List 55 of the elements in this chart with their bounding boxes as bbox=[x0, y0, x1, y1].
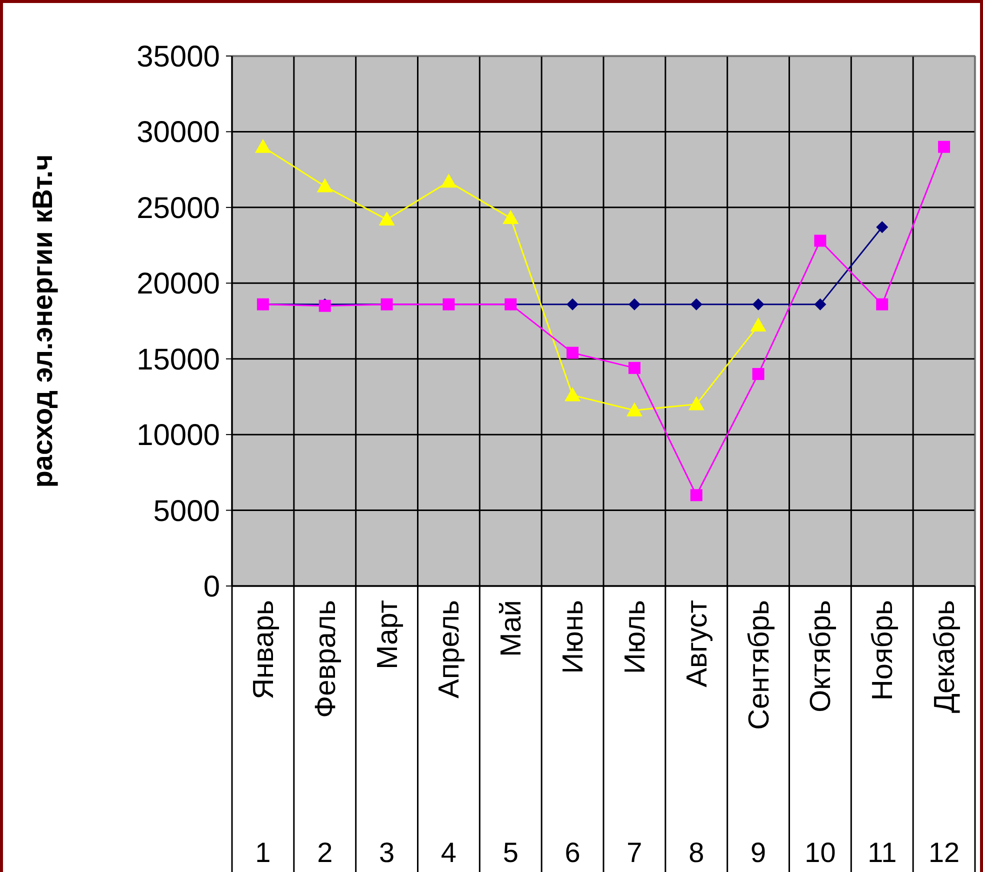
point bbox=[316, 178, 333, 192]
y-tick-label: 25000 bbox=[136, 192, 220, 225]
point bbox=[566, 346, 579, 359]
y-tick-label: 10000 bbox=[136, 419, 220, 452]
x-tick-label: Сентябрь bbox=[743, 600, 776, 730]
x2-tick-label: 5 bbox=[502, 837, 518, 868]
x-tick-label: Ноябрь bbox=[867, 600, 900, 701]
point bbox=[502, 210, 519, 224]
point bbox=[750, 318, 766, 332]
y-tick-label: 15000 bbox=[136, 343, 220, 376]
point bbox=[752, 298, 764, 310]
y-tick-label: 20000 bbox=[136, 268, 220, 301]
x2-tick-label: 4 bbox=[440, 837, 456, 868]
y-tick-label: 5000 bbox=[153, 494, 220, 528]
point bbox=[876, 221, 888, 234]
point bbox=[628, 298, 640, 310]
x-tick-label: Август bbox=[681, 600, 714, 688]
point bbox=[626, 402, 642, 416]
x-tick-label: Июль bbox=[619, 600, 652, 674]
x-tick-label: Февраль bbox=[310, 600, 342, 718]
x-tick-label: Май bbox=[496, 600, 528, 657]
x2-tick-label: 3 bbox=[379, 837, 395, 868]
point bbox=[690, 298, 702, 310]
y-tick-label: 35000 bbox=[136, 40, 220, 74]
x2-tick-label: 8 bbox=[688, 837, 704, 868]
x2-tick-label: 1 bbox=[255, 837, 271, 868]
point bbox=[688, 396, 704, 410]
x-tick-label: Март bbox=[372, 600, 404, 670]
point bbox=[254, 138, 271, 153]
point bbox=[566, 298, 579, 310]
point bbox=[876, 298, 888, 310]
point bbox=[440, 174, 457, 188]
y-tick-label: 30000 bbox=[136, 116, 220, 150]
x2-tick-label: 11 bbox=[868, 837, 897, 868]
point bbox=[814, 234, 826, 247]
x2-tick-label: 2 bbox=[317, 837, 333, 868]
x-tick-label: Октябрь bbox=[805, 600, 838, 712]
x-tick-label: Апрель bbox=[434, 600, 466, 698]
x-tick-label: Январь bbox=[248, 600, 280, 700]
point bbox=[378, 212, 395, 226]
x2-tick-label: 10 bbox=[804, 837, 836, 868]
y-tick-label: 0 bbox=[203, 570, 220, 604]
point bbox=[752, 368, 764, 380]
point bbox=[814, 298, 826, 310]
x-tick-label: Декабрь bbox=[929, 600, 962, 714]
x2-tick-label: 9 bbox=[750, 837, 766, 868]
x2-tick-label: 6 bbox=[564, 837, 580, 868]
point bbox=[690, 489, 702, 502]
x2-tick-label: 7 bbox=[626, 837, 642, 868]
point bbox=[564, 387, 581, 402]
x-tick-label: Июнь bbox=[558, 600, 590, 674]
point bbox=[628, 362, 640, 374]
y-axis-title: расход эл.энергии кВт.ч bbox=[27, 154, 58, 488]
point bbox=[938, 140, 950, 153]
x2-tick-label: 12 bbox=[928, 837, 960, 868]
